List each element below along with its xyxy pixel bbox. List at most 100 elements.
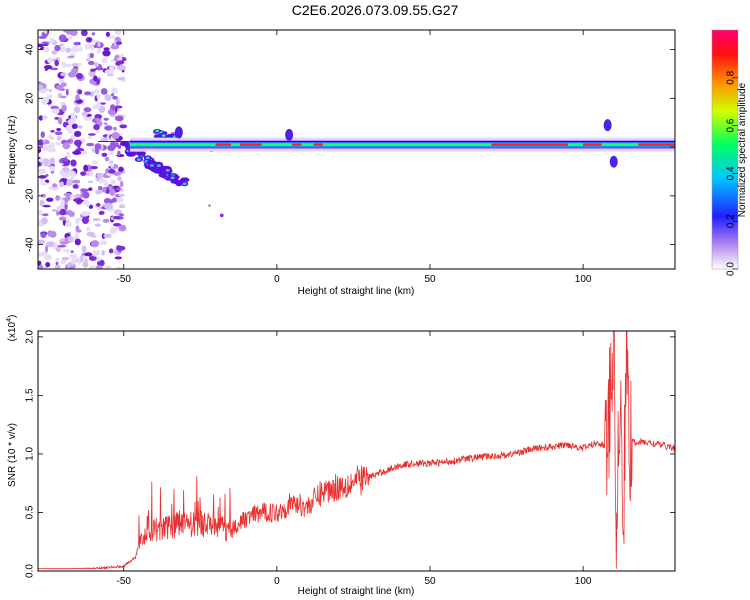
noise-blob [103, 47, 110, 51]
noise-blob [108, 248, 114, 254]
branch-core [182, 182, 187, 186]
noise-blob [67, 129, 74, 134]
noise-blob [75, 217, 80, 225]
noise-blob [90, 165, 98, 170]
branch-blob [180, 177, 190, 183]
branch-blob [136, 150, 146, 156]
noise-blob [40, 232, 47, 238]
noise-blob [101, 249, 105, 256]
noise-blob [40, 131, 45, 138]
noise-blob [45, 241, 55, 248]
stray-blob [219, 213, 224, 218]
noise-blob [38, 168, 46, 175]
noise-blob [91, 32, 96, 36]
branch-core [156, 164, 161, 167]
noise-blob [60, 199, 65, 207]
noise-blob [87, 180, 94, 184]
noise-blob [38, 175, 47, 179]
noise-blob [42, 213, 49, 217]
noise-blob [97, 173, 104, 178]
noise-blob [43, 140, 50, 145]
noise-blob [104, 202, 113, 210]
noise-blob [61, 104, 67, 112]
y-tick-label: 2.0 [25, 329, 36, 343]
noise-blob [102, 218, 110, 223]
branch-core [149, 164, 154, 167]
noise-blob [118, 166, 124, 172]
noise-blob [84, 91, 92, 96]
noise-blob [55, 261, 59, 266]
noise-blob [45, 262, 51, 268]
carrier-hot-segment [240, 143, 262, 146]
noise-blob [79, 255, 84, 262]
noise-blob [88, 265, 97, 269]
noise-blob [38, 115, 43, 121]
noise-blob [88, 255, 97, 261]
noise-blob [81, 245, 87, 253]
snr-plot-area [38, 331, 675, 571]
snr-scale-prefix: (x10 [7, 321, 18, 341]
noise-blob [46, 40, 56, 43]
y-tick-label: 1.0 [25, 447, 36, 461]
snr-y-ticks: 0.0 0.5 1.0 1.5 2.0 [25, 329, 675, 578]
noise-blob [40, 217, 48, 225]
noise-blob [73, 130, 82, 137]
snr-frame [37, 330, 676, 572]
noise-blob [98, 210, 105, 215]
noise-blob [65, 195, 71, 201]
noise-blob [38, 43, 45, 48]
noise-blob [40, 193, 46, 198]
noise-blob [115, 61, 121, 66]
carrier-hot-segment [292, 143, 302, 146]
colorbar-tick-label: 0.8 [726, 70, 737, 84]
noise-blob [104, 125, 113, 131]
noise-blob [62, 249, 70, 252]
noise-blob [116, 245, 126, 251]
noise-blob [74, 231, 79, 239]
noise-blob [88, 60, 95, 66]
noise-blob [94, 223, 101, 227]
spectrogram-x-ticks: -50 0 50 100 [117, 30, 592, 285]
noise-blob [89, 170, 94, 177]
snr-x-label: Height of straight line (km) [298, 586, 415, 597]
noise-blob [38, 84, 44, 91]
noise-blob [109, 104, 116, 111]
noise-blob [120, 188, 124, 192]
noise-blob [49, 136, 55, 141]
noise-blob [42, 96, 50, 104]
noise-blob [38, 209, 43, 216]
noise-blob [113, 40, 118, 46]
noise-blob [54, 131, 63, 136]
noise-blob [66, 124, 72, 130]
noise-blob [100, 88, 108, 95]
noise-blob [61, 61, 67, 69]
noise-blob [111, 132, 120, 140]
x-tick-label: 100 [575, 274, 592, 285]
carrier-hot-segment [215, 143, 231, 146]
noise-blob [64, 202, 68, 211]
noise-blob [112, 95, 118, 100]
noise-blob [61, 256, 70, 261]
noise-blob [82, 199, 89, 205]
noise-blob [83, 107, 92, 113]
noise-blob [71, 62, 78, 67]
noise-blob [104, 69, 114, 75]
noise-blob [84, 43, 92, 50]
noise-blob [110, 179, 116, 185]
noise-blob [70, 67, 79, 75]
snr-scale-label: (x104) [6, 315, 18, 342]
noise-blob [71, 123, 78, 130]
noise-blob [87, 133, 96, 136]
x-tick-label: 0 [274, 576, 280, 587]
noise-blob [100, 179, 108, 183]
colorbar-tick-label: 0.6 [726, 118, 737, 132]
noise-blob [43, 30, 48, 34]
x-tick-label: -50 [117, 274, 132, 285]
noise-blob [100, 102, 106, 105]
noise-blob [67, 235, 74, 243]
colorbar-label: Normalized spectral amplitude [737, 82, 748, 217]
branch-blob [119, 141, 130, 147]
branch-core [170, 176, 175, 180]
noise-blob [43, 163, 52, 167]
noise-blob [94, 250, 99, 255]
